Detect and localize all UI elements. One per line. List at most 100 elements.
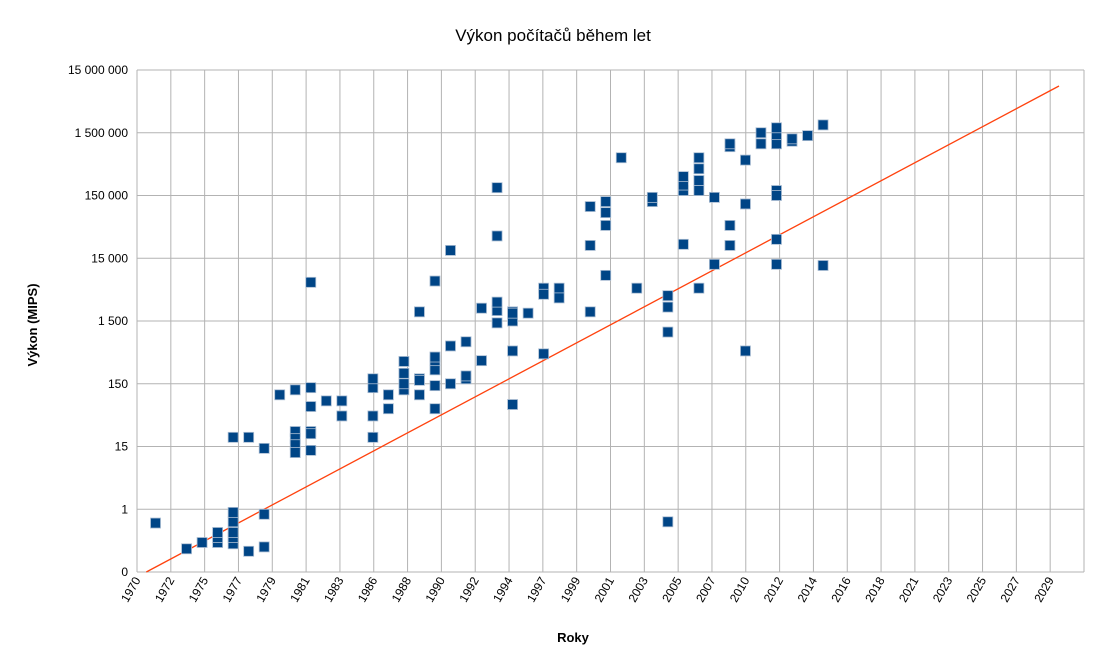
- data-point: [429, 403, 441, 415]
- data-point: [181, 543, 192, 555]
- data-point: [367, 410, 379, 422]
- data-point: [305, 401, 317, 412]
- chart-title: Výkon počítačů během let: [455, 26, 651, 45]
- y-tick-label: 1 500 000: [75, 126, 129, 140]
- data-point: [677, 171, 689, 183]
- data-point: [755, 127, 767, 139]
- data-point: [771, 138, 782, 150]
- data-point: [755, 138, 767, 150]
- data-point: [662, 290, 674, 302]
- x-tick-label: 2014: [795, 574, 821, 604]
- y-tick-label: 15 000 000: [68, 63, 128, 77]
- data-point: [305, 276, 317, 288]
- data-point: [398, 367, 410, 379]
- data-point: [429, 351, 441, 363]
- data-point: [429, 364, 441, 376]
- x-tick-label: 1983: [321, 574, 347, 604]
- data-point: [724, 240, 736, 251]
- data-point: [460, 336, 472, 348]
- data-point: [305, 382, 317, 394]
- data-point: [507, 307, 518, 319]
- data-point: [243, 545, 255, 557]
- data-point: [677, 238, 689, 250]
- x-tick-label: 2012: [761, 574, 787, 604]
- data-point: [693, 175, 705, 186]
- y-tick-label: 1: [121, 502, 128, 516]
- x-tick-label: 1986: [355, 574, 381, 604]
- data-point: [522, 307, 534, 319]
- data-point: [740, 198, 751, 210]
- data-point: [786, 133, 798, 145]
- data-point: [709, 191, 720, 203]
- data-point: [367, 373, 379, 385]
- data-point: [258, 442, 270, 454]
- data-point: [740, 345, 751, 357]
- x-tick-label: 1992: [456, 574, 482, 604]
- data-point: [802, 130, 813, 142]
- data-point: [429, 275, 441, 287]
- x-tick-label: 1977: [220, 574, 246, 604]
- data-point: [320, 395, 332, 407]
- data-point: [445, 245, 456, 256]
- data-point: [491, 317, 503, 329]
- data-point: [553, 282, 565, 294]
- y-tick-label: 15 000: [91, 251, 128, 265]
- data-point: [817, 119, 829, 131]
- x-axis-ticks: 1970 1972 1975 1977 1979 1981 1983 1986 1988 1990…: [118, 574, 1057, 604]
- data-point: [429, 380, 441, 392]
- x-tick-label: 2016: [828, 574, 854, 604]
- x-tick-label: 2010: [727, 574, 753, 604]
- data-point: [445, 378, 456, 390]
- data-point: [476, 302, 487, 314]
- data-point: [771, 258, 782, 270]
- x-tick-label: 1990: [423, 574, 449, 604]
- data-point: [258, 508, 270, 520]
- y-tick-label: 15: [115, 440, 129, 454]
- x-tick-label: 2003: [625, 574, 651, 604]
- data-point: [382, 389, 394, 401]
- x-tick-label: 1997: [524, 574, 550, 604]
- data-point: [693, 163, 705, 175]
- data-points: [150, 119, 829, 557]
- data-point: [258, 541, 270, 553]
- data-point: [274, 389, 286, 401]
- x-tick-label: 2005: [659, 574, 685, 604]
- x-tick-label: 1981: [287, 574, 313, 604]
- y-tick-label: 1 500: [98, 314, 128, 328]
- y-tick-label: 150 000: [85, 189, 129, 203]
- trend-line-path: [146, 85, 1060, 573]
- data-point: [646, 191, 658, 203]
- data-point: [600, 207, 612, 219]
- data-point: [460, 370, 472, 382]
- data-point: [491, 296, 503, 308]
- grid: [136, 69, 1085, 573]
- x-tick-label: 1999: [558, 574, 584, 604]
- data-point: [538, 348, 550, 360]
- data-point: [600, 196, 612, 207]
- data-point: [289, 384, 301, 396]
- data-point: [150, 517, 161, 529]
- x-tick-label: 2027: [997, 574, 1023, 604]
- data-point: [740, 154, 751, 166]
- y-tick-label: 0: [121, 565, 128, 579]
- x-tick-label: 2021: [896, 574, 922, 604]
- data-point: [382, 403, 394, 415]
- data-point: [414, 389, 425, 401]
- data-point: [336, 395, 348, 407]
- data-point: [631, 282, 643, 294]
- data-point: [724, 138, 736, 150]
- data-point: [227, 516, 239, 528]
- data-point: [414, 306, 425, 318]
- x-tick-label: 1988: [389, 574, 415, 604]
- data-point: [584, 240, 596, 251]
- data-point: [771, 122, 782, 134]
- data-point: [817, 260, 829, 271]
- data-point: [196, 537, 208, 548]
- x-tick-label: 2023: [930, 574, 956, 604]
- x-tick-label: 2018: [862, 574, 888, 604]
- data-point: [662, 301, 674, 313]
- x-tick-label: 2029: [1031, 574, 1057, 604]
- data-point: [724, 220, 736, 231]
- data-point: [305, 428, 317, 440]
